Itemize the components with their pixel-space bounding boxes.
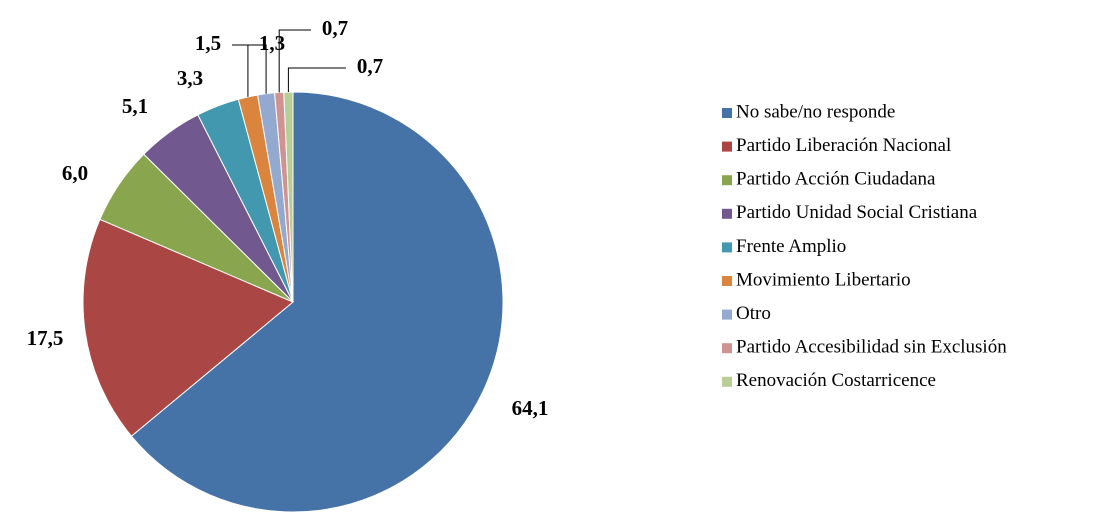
leader-line	[278, 29, 311, 93]
leader-line	[287, 67, 346, 93]
legend-label: Movimiento Libertario	[736, 269, 911, 290]
data-label: 0,7	[357, 54, 383, 78]
data-label: 64,1	[512, 396, 549, 420]
legend-label: Partido Accesibilidad sin Exclusión	[736, 337, 1007, 358]
leader-line	[248, 44, 267, 94]
pie-slice	[82, 218, 294, 437]
legend-label: Partido Liberación Nacional	[736, 135, 951, 156]
legend-label: Partido Unidad Social Cristiana	[736, 202, 978, 223]
pie-slice	[130, 91, 504, 513]
legend-swatch	[722, 141, 732, 152]
data-label: 17,5	[27, 326, 64, 350]
legend-label: Partido Acción Ciudadana	[736, 169, 936, 190]
legend-label: Renovación Costarricence	[736, 370, 936, 391]
legend-swatch	[722, 208, 732, 219]
legend-label: Otro	[736, 303, 771, 324]
data-label: 6,0	[62, 161, 88, 185]
legend-swatch	[722, 376, 732, 387]
legend-swatch	[722, 309, 732, 320]
data-label: 1,3	[259, 31, 285, 55]
pie-slice	[283, 91, 294, 303]
data-label: 1,5	[195, 31, 221, 55]
legend-swatch	[722, 242, 732, 253]
legend-label: No sabe/no responde	[736, 101, 895, 122]
legend-swatch	[722, 276, 732, 286]
legend-swatch	[722, 175, 732, 186]
leader-line	[232, 44, 249, 97]
legend-swatch	[722, 343, 732, 354]
legend-label: Frente Amplio	[736, 236, 846, 257]
data-label: 3,3	[177, 66, 203, 90]
data-label: 0,7	[322, 16, 348, 40]
data-label: 5,1	[122, 94, 148, 118]
legend-swatch	[722, 108, 732, 118]
